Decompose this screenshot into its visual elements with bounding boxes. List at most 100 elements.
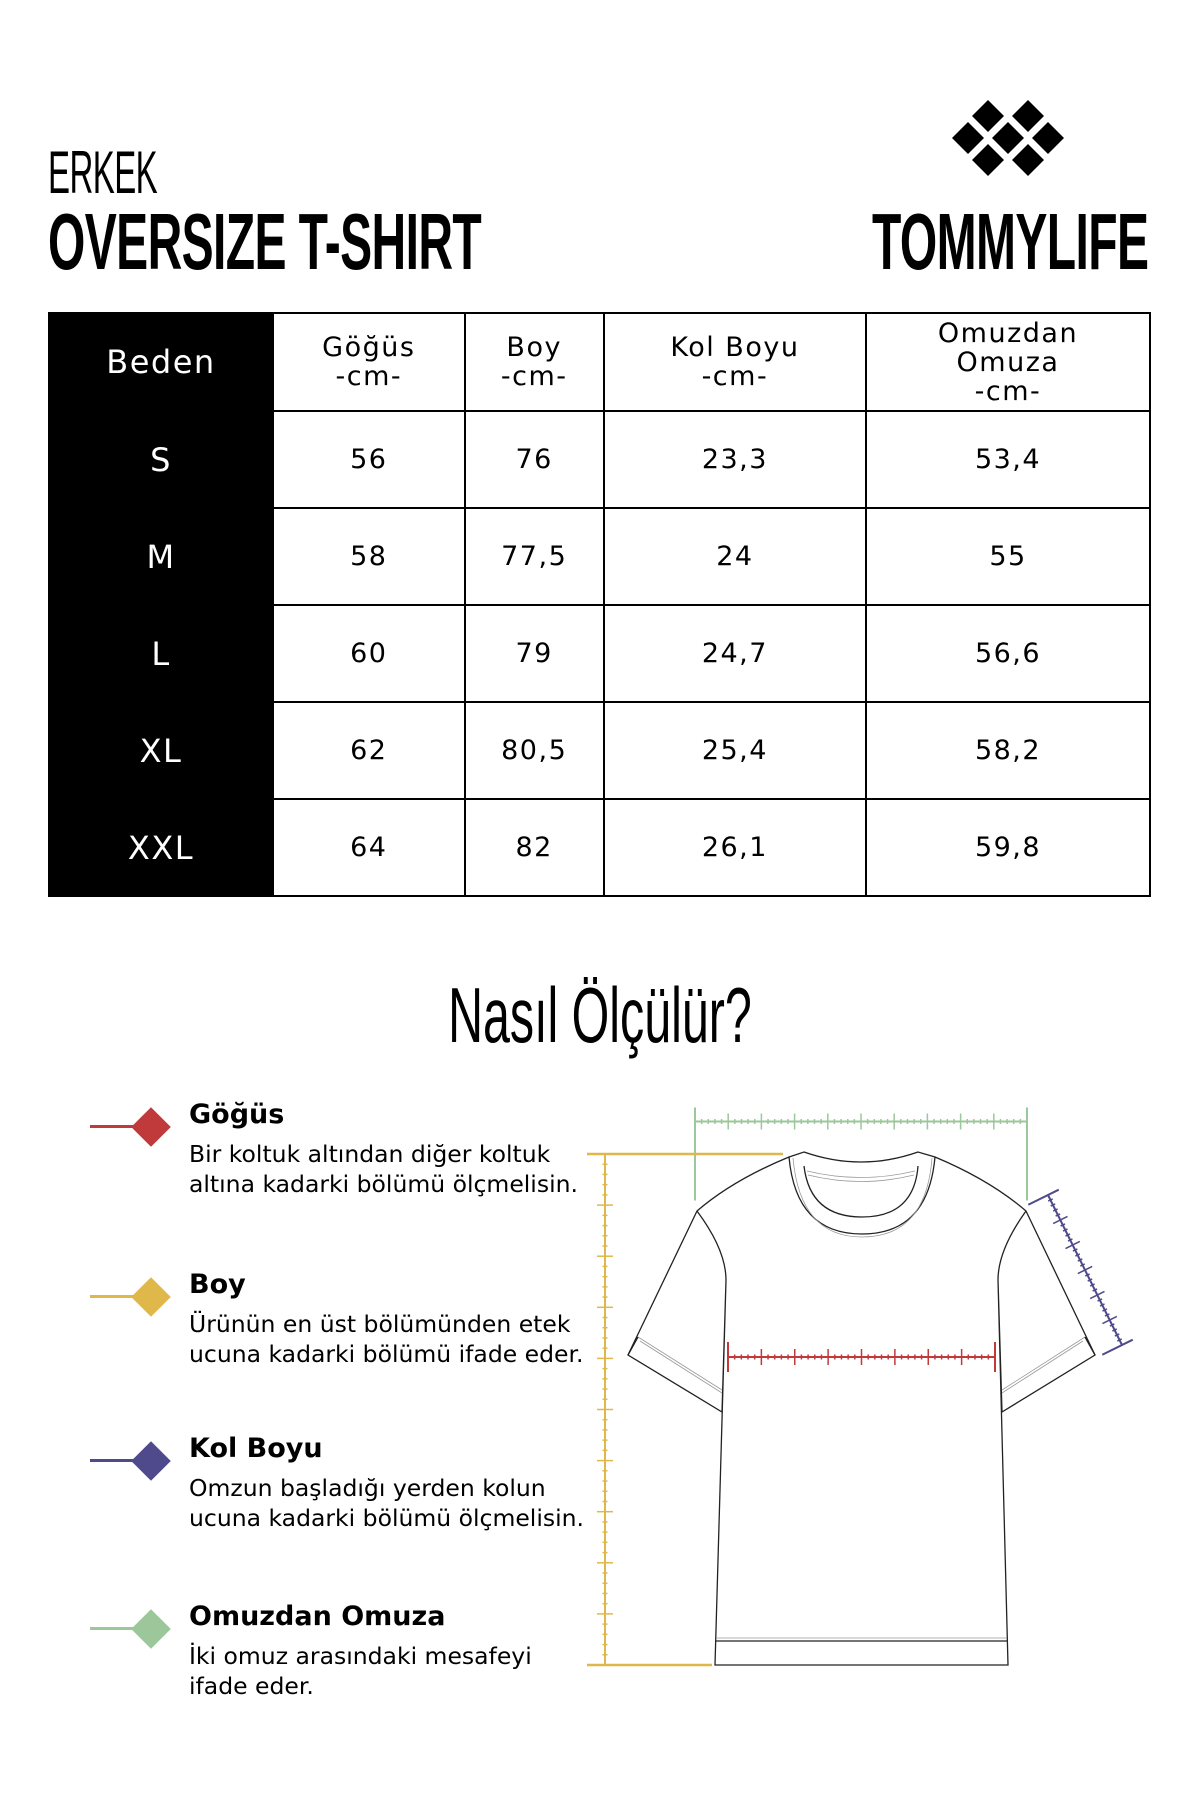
- legend-line: [90, 1627, 160, 1630]
- column-header: Kol Boyu -cm-: [602, 312, 868, 412]
- value-cell: 59,8: [865, 798, 1151, 897]
- sleeve-ruler-tick: [1089, 1283, 1095, 1287]
- tshirt-outline: [627, 1151, 1096, 1666]
- sleeve-ruler-tick: [1052, 1215, 1068, 1225]
- legend-title: Boy: [189, 1269, 246, 1300]
- sleeve-ruler-end: [1101, 1338, 1134, 1356]
- legend-description: Omzun başladığı yerden kolun ucuna kadar…: [189, 1474, 585, 1532]
- value-cell: 53,4: [865, 410, 1151, 509]
- size-cell: XXL: [48, 798, 274, 897]
- brand-logo-icon: [952, 100, 1064, 176]
- size-cell: M: [48, 507, 274, 606]
- tshirt-diagram: [587, 1107, 1134, 1667]
- sleeve-ruler-tick: [1077, 1265, 1093, 1275]
- table-row: XL 62 80,5 25,4 58,2: [48, 701, 1151, 800]
- sleeve-ruler-tick: [1065, 1233, 1071, 1237]
- header-size: Beden: [48, 312, 274, 412]
- header-line: -cm-: [701, 361, 769, 392]
- sleeve-ruler-tick: [1065, 1240, 1081, 1250]
- sleeve-ruler-tick: [1079, 1263, 1086, 1267]
- header-line: -cm-: [500, 361, 568, 392]
- legend-line: [90, 1125, 160, 1128]
- legend-description: Ürünün en üst bölümünden etek ucuna kada…: [189, 1310, 584, 1368]
- legend-title: Kol Boyu: [189, 1433, 323, 1464]
- diamond-icon: [131, 1277, 171, 1317]
- size-cell: XL: [48, 701, 274, 800]
- table-row: S 56 76 23,3 53,4: [48, 410, 1151, 509]
- sleeve-ruler-tick: [1109, 1323, 1115, 1327]
- sleeve-ruler-tick: [1116, 1338, 1123, 1342]
- sleeve-ruler-tick: [1104, 1313, 1110, 1317]
- sleeve-ruler-tick: [1055, 1213, 1061, 1217]
- sleeve-ruler-tick: [1102, 1308, 1108, 1312]
- subtitle: ERKEK: [48, 139, 158, 206]
- column-header: Boy -cm-: [463, 312, 605, 412]
- header-line: Boy: [506, 332, 562, 363]
- legend-title: Omuzdan Omuza: [189, 1601, 446, 1632]
- sleeve-ruler-tick: [1075, 1253, 1081, 1257]
- sleeve-ruler-tick: [1099, 1303, 1105, 1307]
- sleeve-ruler-tick: [1050, 1203, 1056, 1207]
- value-cell: 64: [272, 798, 466, 897]
- sleeve-ruler-tick: [1052, 1208, 1058, 1212]
- value-cell: 58: [272, 507, 466, 606]
- header-line: Kol Boyu: [670, 332, 800, 363]
- how-to-measure-title: Nasıl Ölçülür?: [448, 971, 752, 1059]
- value-cell: 79: [463, 604, 605, 703]
- sleeve-ruler-tick: [1060, 1223, 1066, 1227]
- legend-line: [90, 1295, 160, 1298]
- sleeve-ruler-tick: [1067, 1238, 1073, 1242]
- brand-name: TOMMYLIFE: [872, 197, 1149, 286]
- diamond-icon: [131, 1609, 171, 1649]
- sleeve-ruler-tick: [1077, 1258, 1083, 1262]
- column-header: Göğüs -cm-: [272, 312, 466, 412]
- value-cell: 62: [272, 701, 466, 800]
- legend-title: Göğüs: [189, 1099, 285, 1130]
- column-header: Omuzdan Omuza -cm-: [865, 312, 1151, 412]
- page-title: OVERSIZE T-SHIRT: [48, 197, 482, 286]
- value-cell: 82: [463, 798, 605, 897]
- diamond-icon: [131, 1107, 171, 1147]
- header-line: -cm-: [335, 361, 403, 392]
- value-cell: 77,5: [463, 507, 605, 606]
- table-row: M 58 77,5 24 55: [48, 507, 1151, 606]
- value-cell: 76: [463, 410, 605, 509]
- header-line: Omuza: [956, 346, 1060, 378]
- table-row: L 60 79 24,7 56,6: [48, 604, 1151, 703]
- value-cell: 23,3: [602, 410, 868, 509]
- size-cell: S: [48, 410, 274, 509]
- sleeve-ruler-tick: [1072, 1248, 1078, 1252]
- header-line: Beden: [106, 342, 216, 381]
- value-cell: 80,5: [463, 701, 605, 800]
- sleeve-ruler-tick: [1084, 1273, 1091, 1277]
- value-cell: 60: [272, 604, 466, 703]
- sleeve-ruler-tick: [1097, 1298, 1103, 1302]
- legend-description: Bir koltuk altından diğer koltuk altına …: [189, 1140, 578, 1198]
- legend-description: İki omuz arasındaki mesafeyi ifade eder.: [189, 1642, 532, 1700]
- sleeve-ruler-tick: [1089, 1290, 1105, 1300]
- sleeve-ruler-tick: [1087, 1278, 1093, 1282]
- sleeve-ruler-end: [1027, 1188, 1060, 1206]
- legend-line: [90, 1459, 160, 1462]
- header-line: -cm-: [974, 375, 1042, 407]
- header-line: Göğüs: [322, 332, 416, 363]
- table-row: XXL 64 82 26,1 59,8: [48, 798, 1151, 897]
- value-cell: 25,4: [602, 701, 868, 800]
- value-cell: 26,1: [602, 798, 868, 897]
- value-cell: 24: [602, 507, 868, 606]
- sleeve-ruler-tick: [1112, 1328, 1118, 1332]
- sleeve-ruler-tick: [1062, 1228, 1068, 1232]
- header-line: Omuzdan: [937, 317, 1079, 349]
- value-cell: 24,7: [602, 604, 868, 703]
- value-cell: 56,6: [865, 604, 1151, 703]
- size-table: Beden Göğüs -cm- Boy -cm- Kol Boyu -cm- Omuzdan…: [48, 312, 1151, 897]
- sleeve-ruler-tick: [1102, 1315, 1118, 1325]
- size-cell: L: [48, 604, 274, 703]
- diamond-icon: [131, 1441, 171, 1481]
- sleeve-ruler-tick: [1047, 1198, 1054, 1202]
- sleeve-ruler-tick: [1114, 1333, 1120, 1337]
- value-cell: 56: [272, 410, 466, 509]
- value-cell: 58,2: [865, 701, 1151, 800]
- sleeve-ruler-tick: [1092, 1288, 1098, 1292]
- value-cell: 55: [865, 507, 1151, 606]
